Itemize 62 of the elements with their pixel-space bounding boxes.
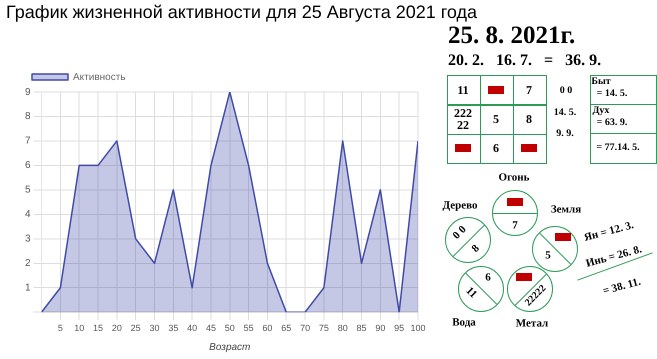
y-tick-label: 6 [25, 160, 31, 172]
text: Инь = 26. 8. [584, 243, 644, 270]
x-tick-label: 40 [187, 323, 198, 334]
text: 7 [512, 220, 518, 232]
text: 0 0 [450, 224, 469, 242]
text: = 77.14. 5. [596, 142, 640, 153]
x-tick-label: 20 [112, 323, 122, 334]
text: 11 [457, 83, 469, 97]
text: 9. 9. [556, 128, 574, 139]
x-axis-title: Возраст [209, 342, 250, 353]
x-tick-label: 45 [206, 323, 216, 334]
x-tick-label: 10 [74, 323, 84, 334]
x-tick-label: 15 [93, 323, 104, 334]
text: Быт [591, 76, 611, 87]
x-tick-label: 70 [300, 323, 310, 334]
x-tick-label: 30 [149, 323, 160, 334]
x-tick-label: 90 [375, 323, 386, 334]
y-tick-label: 5 [25, 184, 31, 196]
text: 6 [493, 141, 499, 155]
x-tick-label: 25 [130, 323, 141, 334]
y-tick-label: 7 [25, 136, 31, 147]
text: 25. 8. 2021г. [448, 22, 576, 50]
chart-title: График жизненной активности для 25 Августа 2021 года [6, 2, 478, 23]
x-tick-label: 80 [338, 323, 348, 334]
x-tick-label: 100 [410, 323, 426, 334]
x-tick-label: 55 [244, 323, 254, 334]
x-tick-label: 75 [318, 323, 329, 334]
legend-label: Активность [73, 72, 126, 83]
y-tick-label: 1 [25, 282, 31, 294]
text: 7 [526, 83, 532, 97]
text: Огонь [498, 172, 530, 184]
text: 8 [526, 112, 532, 126]
text: 0 0 [560, 85, 572, 96]
text: 6 [485, 272, 491, 284]
x-tick-label: 5 [58, 323, 63, 334]
text: 5 [493, 112, 499, 126]
text: 11 [463, 284, 480, 301]
text: Земля [550, 204, 582, 216]
text: = 14. 5. [596, 88, 628, 99]
text: Метал [516, 318, 548, 330]
text: = 38. 11. [602, 276, 642, 298]
text: Дух [592, 105, 610, 116]
x-tick-label: 50 [224, 323, 235, 334]
text: Вода [452, 316, 476, 328]
text: 20. 2. 16. 7. = 36. 9. [448, 52, 602, 70]
text: 5 [545, 250, 551, 262]
y-tick-label: 3 [25, 234, 31, 245]
text: 8 [469, 242, 482, 255]
y-tick-label: 2 [25, 258, 31, 270]
x-tick-label: 65 [281, 323, 292, 334]
text: Ян = 12. 3. [582, 219, 635, 244]
text: Дерево [442, 200, 478, 212]
y-tick-label: 8 [25, 111, 31, 122]
text: = 63. 9. [596, 117, 628, 128]
x-tick-label: 35 [168, 323, 178, 334]
y-tick-label: 4 [25, 209, 31, 220]
x-tick-label: 60 [262, 323, 272, 334]
x-tick-label: 85 [356, 323, 367, 334]
text: 222 22 [453, 106, 473, 132]
x-tick-label: 95 [394, 323, 404, 334]
text: 14. 5. [554, 107, 576, 118]
y-tick-label: 9 [25, 86, 31, 98]
